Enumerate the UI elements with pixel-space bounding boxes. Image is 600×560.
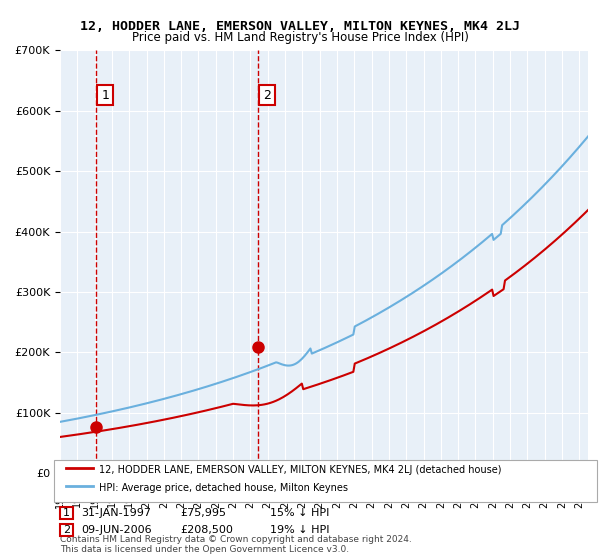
Text: 1: 1 — [63, 508, 70, 518]
Text: 2: 2 — [263, 88, 271, 102]
Text: 19% ↓ HPI: 19% ↓ HPI — [270, 525, 329, 535]
Text: 12, HODDER LANE, EMERSON VALLEY, MILTON KEYNES, MK4 2LJ (detached house): 12, HODDER LANE, EMERSON VALLEY, MILTON … — [99, 465, 502, 475]
Text: £208,500: £208,500 — [180, 525, 233, 535]
Text: Contains HM Land Registry data © Crown copyright and database right 2024.
This d: Contains HM Land Registry data © Crown c… — [60, 535, 412, 554]
Text: 12, HODDER LANE, EMERSON VALLEY, MILTON KEYNES, MK4 2LJ: 12, HODDER LANE, EMERSON VALLEY, MILTON … — [80, 20, 520, 32]
Text: 1: 1 — [101, 88, 109, 102]
Text: 15% ↓ HPI: 15% ↓ HPI — [270, 508, 329, 518]
Text: 31-JAN-1997: 31-JAN-1997 — [81, 508, 151, 518]
Text: HPI: Average price, detached house, Milton Keynes: HPI: Average price, detached house, Milt… — [99, 483, 348, 493]
Text: 2: 2 — [63, 525, 70, 535]
Text: Price paid vs. HM Land Registry's House Price Index (HPI): Price paid vs. HM Land Registry's House … — [131, 31, 469, 44]
Text: £75,995: £75,995 — [180, 508, 226, 518]
Text: 09-JUN-2006: 09-JUN-2006 — [81, 525, 152, 535]
